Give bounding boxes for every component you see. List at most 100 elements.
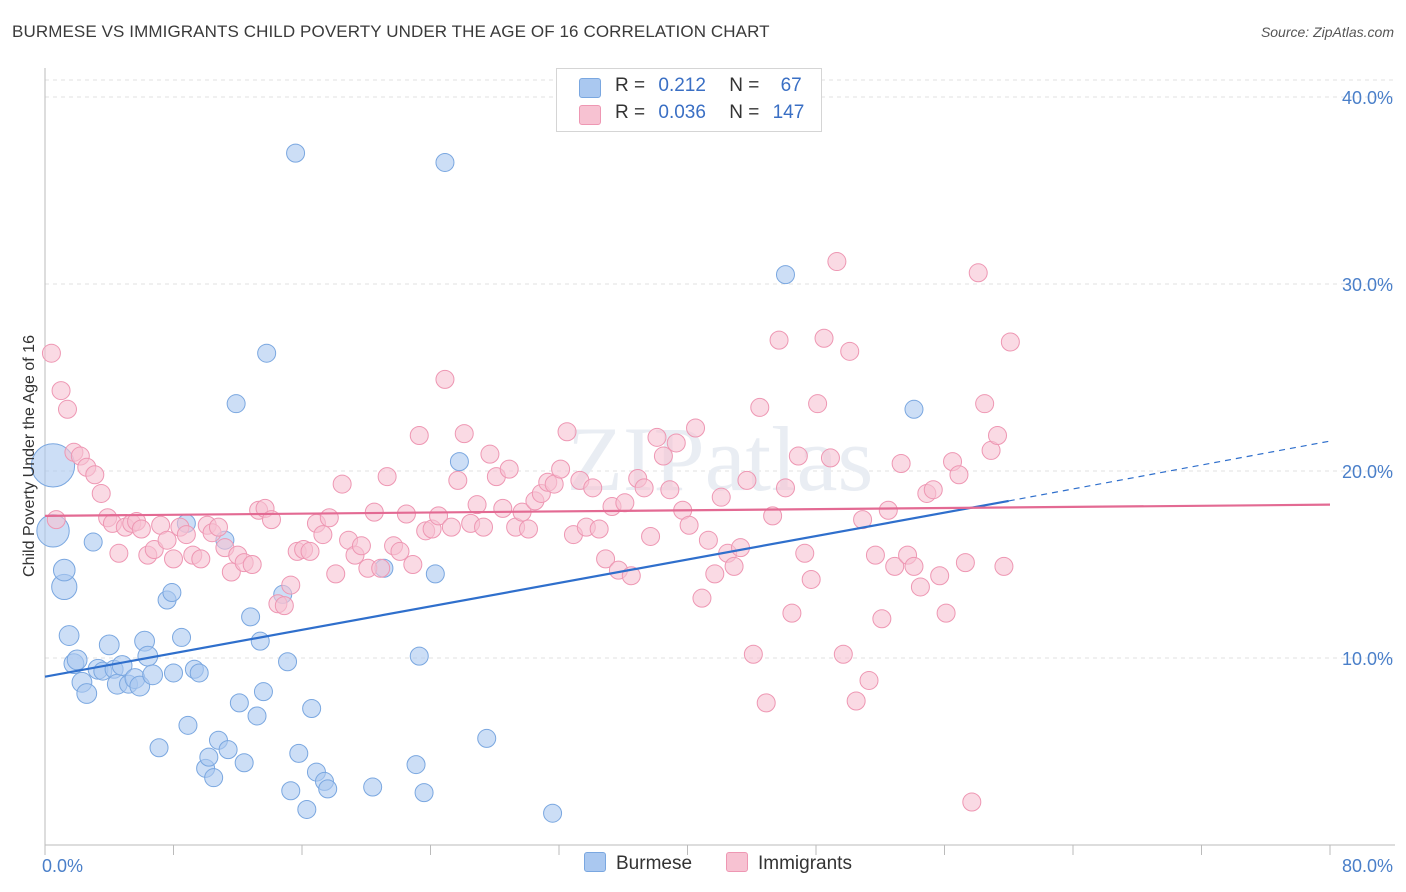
immigrants-point [474,517,494,537]
immigrants-point [763,506,783,526]
immigrants-point [904,556,924,576]
immigrants-point [191,549,211,569]
immigrants-point [274,596,294,616]
burmese-trend-line [44,499,1009,678]
burmese-point [257,343,277,363]
burmese-point [204,768,224,788]
burmese-point [297,799,317,819]
immigrants-point [319,508,339,528]
burmese-point [162,583,182,603]
x-tick-label: 80.0% [1342,856,1393,876]
immigrants-point [396,504,416,524]
immigrants-point [962,792,982,812]
immigrants-point [795,543,815,563]
immigrants-point [164,549,183,569]
burmese-point [234,753,254,773]
burmese-point [278,652,298,672]
immigrants-point [221,562,241,582]
immigrants-point [840,341,860,361]
burmese-point [435,152,455,172]
burmese-point [164,663,183,683]
legend-r-label: R = [615,102,646,123]
burmese-point [250,631,270,651]
immigrants-point [923,480,943,500]
immigrants-point [589,519,609,539]
immigrants-point [313,525,333,545]
immigrants-point [769,330,789,350]
y-tick-label: 20.0% [1342,462,1393,482]
immigrants-point [808,394,828,414]
immigrants-point [936,603,956,623]
y-tick-label: 30.0% [1342,275,1393,295]
immigrants-point [557,422,577,442]
immigrants-point [326,564,346,584]
immigrants-point [679,515,699,535]
tick-labels: 10.0% 20.0% 30.0% 40.0% 0.0% 80.0% [42,88,1393,876]
immigrants-point [144,540,164,560]
immigrants-point [261,510,281,530]
immigrants-point [756,693,776,713]
immigrants-point [242,555,262,574]
burmese-point [142,664,164,686]
legend-r-value: 0.212 [658,75,706,96]
immigrants-point [660,480,680,500]
burmese-point [775,265,795,285]
legend-r-value: 0.036 [658,102,706,123]
immigrants-point [872,609,892,629]
immigrants-point [454,424,474,444]
immigrants-point [615,493,635,513]
burmese-point [449,452,469,472]
immigrants-point [885,556,905,576]
chart-title: BURMESE VS IMMIGRANTS CHILD POVERTY UNDE… [12,22,770,41]
burmese-point [178,715,198,735]
burmese-point [281,781,301,801]
immigrants-point [300,541,320,561]
burmese-point [199,747,219,767]
immigrants-point [724,556,744,576]
immigrants-point [814,328,834,348]
immigrants-point [480,444,500,464]
immigrants-point [930,566,950,586]
immigrants-point [865,545,885,565]
immigrants-point [833,644,853,664]
immigrants-point [975,394,995,414]
immigrants-point [46,510,66,530]
immigrants-point [743,644,763,664]
immigrants-point [641,526,661,546]
immigrants-point [686,418,706,438]
burmese-point [406,755,426,775]
immigrants-point [705,564,725,584]
immigrants-point [692,588,712,608]
immigrants-point [711,487,731,507]
immigrants-point [332,474,352,494]
immigrants-point [435,369,455,389]
immigrants-point [1000,332,1020,352]
immigrants-point [801,569,821,589]
immigrants-point [493,498,513,518]
immigrants-point [891,454,911,474]
burmese-point [904,399,924,419]
immigrants-point [131,519,151,539]
bottom-legend-label: Immigrants [758,853,852,874]
bottom-legend-swatch-burmese [584,852,606,872]
immigrants-point [51,381,71,401]
immigrants-point [634,478,654,498]
immigrants-point [583,478,603,498]
burmese-point [30,443,76,488]
burmese-point [76,683,98,704]
immigrants-point [91,483,111,503]
burmese-point [253,682,273,702]
immigrants-point [968,263,988,283]
burmese-point [52,558,76,582]
burmese-point [409,646,429,666]
immigrants-point [551,459,571,479]
immigrants-point [775,478,795,498]
burmese-point [149,738,169,758]
burmese-point [241,607,261,627]
immigrants-point [157,530,177,550]
immigrants-point [859,670,879,690]
y-tick-label: 40.0% [1342,88,1393,108]
immigrants-point [409,425,429,445]
immigrants-points [41,252,1020,812]
immigrants-point [351,536,371,556]
